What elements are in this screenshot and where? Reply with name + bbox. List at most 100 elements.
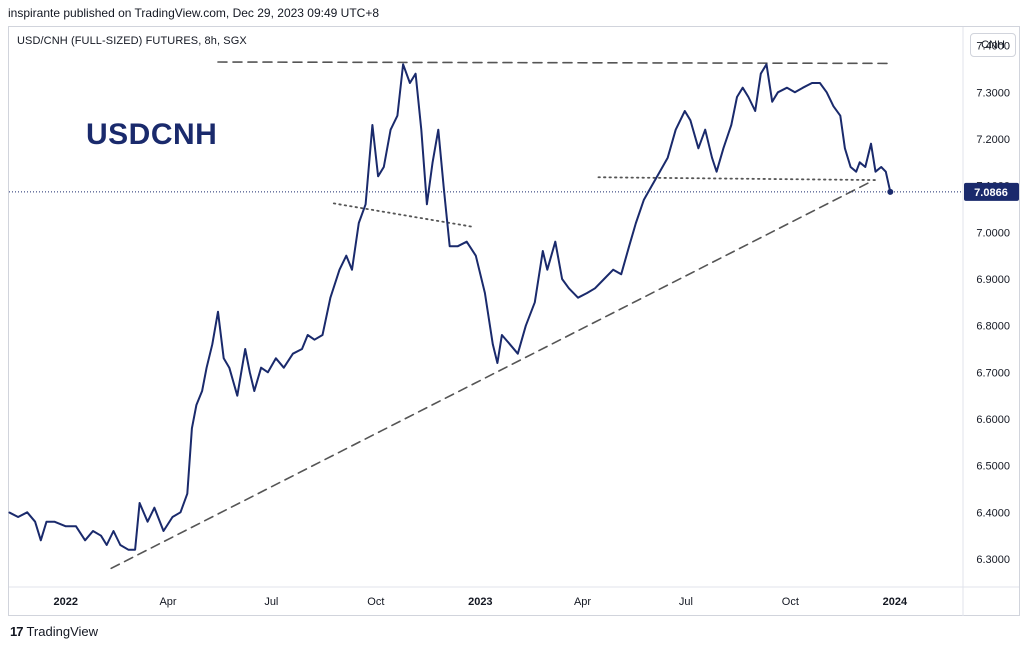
price-point: [826, 91, 828, 93]
price-point: [228, 367, 230, 369]
price-point: [443, 189, 445, 191]
price-point: [119, 544, 121, 546]
price-point: [292, 353, 294, 355]
price-point: [420, 129, 422, 131]
price-point: [396, 115, 398, 117]
y-tick-label: 6.7000: [976, 367, 1010, 379]
y-tick-label: 6.9000: [976, 274, 1010, 286]
dotted-trendline: [332, 202, 474, 228]
price-point: [612, 269, 614, 271]
price-point: [329, 297, 331, 299]
y-tick-label: 7.4000: [976, 41, 1010, 53]
price-point: [244, 348, 246, 350]
price-point: [457, 245, 459, 247]
last-point-dot: [887, 188, 894, 195]
price-point: [492, 343, 494, 345]
price-point: [275, 357, 277, 359]
price-point: [844, 147, 846, 149]
price-point: [874, 171, 877, 173]
price-point: [620, 273, 622, 275]
y-tick-label: 7.3000: [976, 87, 1010, 99]
price-point: [496, 362, 498, 364]
chart-frame: [8, 26, 1020, 616]
y-tick-label: 6.4000: [976, 507, 1010, 519]
price-point: [760, 73, 762, 75]
chart-title: USD/CNH (FULL-SIZED) FUTURES, 8h, SGX: [17, 35, 247, 47]
tradingview-logo-icon: 17: [10, 624, 24, 639]
price-point: [794, 91, 796, 93]
price-point: [134, 549, 136, 551]
price-point: [249, 371, 251, 373]
price-point: [426, 203, 428, 205]
price-point: [383, 166, 385, 168]
tradingview-footer[interactable]: 17 TradingView: [10, 624, 98, 639]
price-point: [542, 250, 544, 252]
price-point: [390, 129, 392, 131]
price-point: [722, 147, 725, 149]
symbol-overlay-label: USDCNH: [86, 118, 218, 151]
price-point: [628, 245, 630, 247]
dotted-trendline: [597, 176, 877, 181]
price-point: [415, 73, 417, 75]
price-point: [684, 110, 686, 112]
price-point: [667, 157, 669, 159]
price-point: [832, 105, 835, 107]
price-point: [437, 129, 439, 131]
price-point: [802, 87, 804, 89]
x-tick-label: Apr: [159, 596, 176, 608]
price-point: [704, 129, 706, 131]
price-point: [191, 427, 193, 429]
price-point: [675, 129, 677, 131]
price-point: [603, 278, 605, 280]
price-point: [697, 147, 700, 149]
price-point: [8, 511, 10, 513]
x-tick-label: Jul: [679, 596, 693, 608]
dashed-trendline: [110, 180, 873, 570]
price-point: [283, 367, 285, 369]
price-point: [92, 530, 94, 532]
price-point: [45, 521, 48, 523]
price-point: [358, 222, 360, 224]
price-point: [449, 245, 451, 247]
price-point: [106, 544, 108, 546]
price-point: [509, 343, 511, 345]
price-point: [53, 521, 56, 523]
price-point: [365, 203, 367, 205]
price-point: [100, 535, 102, 537]
price-point: [864, 166, 866, 168]
price-point: [819, 82, 821, 84]
price-point: [301, 348, 303, 350]
price-point: [635, 222, 637, 224]
y-tick-label: 6.6000: [976, 414, 1010, 426]
y-tick-label: 7.0000: [976, 227, 1010, 239]
price-point: [870, 143, 872, 145]
price-point: [84, 539, 86, 541]
price-point: [577, 297, 579, 299]
price-point: [711, 157, 713, 159]
price-point: [659, 171, 661, 173]
x-tick-label: 2023: [468, 596, 492, 608]
price-point: [850, 166, 852, 168]
price-point: [179, 511, 182, 513]
price-point: [171, 516, 174, 518]
price-point: [754, 110, 756, 112]
price-point: [112, 530, 115, 532]
price-point: [546, 269, 548, 271]
price-point: [880, 166, 882, 168]
price-point: [351, 269, 353, 271]
price-point: [321, 334, 324, 336]
currency-button[interactable]: CNH: [970, 33, 1016, 57]
dashed-trendline: [217, 61, 892, 65]
price-point: [501, 334, 503, 336]
price-point: [643, 199, 645, 201]
price-point: [742, 87, 744, 89]
price-point: [771, 101, 773, 103]
price-point: [217, 311, 219, 313]
x-tick-label: Apr: [574, 596, 591, 608]
x-axis: 2022 Apr Jul Oct 2023 Apr Jul Oct 2024: [9, 586, 1019, 608]
y-tick-label: 6.5000: [976, 461, 1010, 473]
price-point: [484, 292, 486, 294]
price-point: [747, 96, 750, 98]
price-point: [561, 278, 563, 280]
